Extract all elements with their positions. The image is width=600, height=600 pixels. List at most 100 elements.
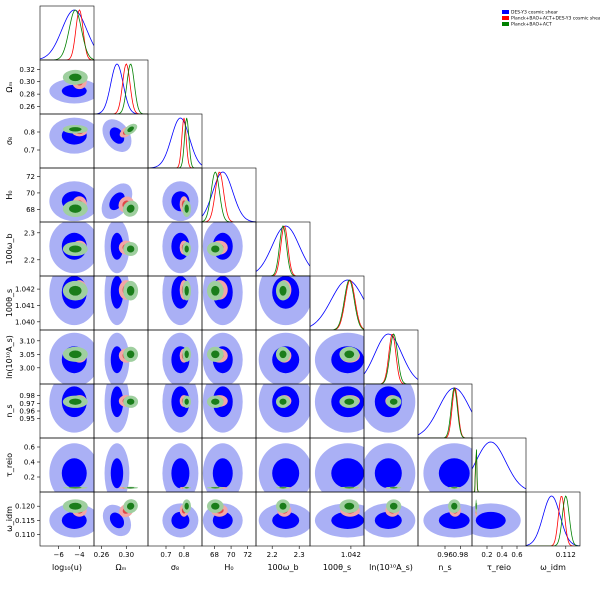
contour-68 xyxy=(272,511,300,529)
panel-omega_m-theta_s xyxy=(104,276,139,326)
marginal-curve xyxy=(418,387,472,436)
y-axis-label: 100θ_s xyxy=(5,289,14,317)
x-tick-label: −6 xyxy=(54,551,65,559)
y-tick-label: 0.115 xyxy=(15,517,35,525)
panel-omega_m-lnAs xyxy=(104,332,139,384)
legend-swatch xyxy=(502,22,509,26)
contour-68 xyxy=(279,285,287,296)
panel-theta_s-omega_idm xyxy=(314,499,364,538)
contour-68 xyxy=(69,245,82,253)
panel-sigma8-H0 xyxy=(162,181,199,222)
panel-omega_b-omega_idm xyxy=(258,499,310,538)
panel-frame xyxy=(147,113,203,169)
contour-68 xyxy=(184,245,189,253)
y-tick-label: 0.110 xyxy=(15,531,35,539)
marginal-curve xyxy=(40,9,94,60)
panel-logu-omega_b xyxy=(49,222,94,274)
y-tick-label: 0.120 xyxy=(15,503,35,511)
panel-omega_b-tau xyxy=(258,443,310,492)
x-tick-label: 2.3 xyxy=(294,551,305,559)
contour-68 xyxy=(389,502,398,510)
panel-sigma8-theta_s xyxy=(162,276,199,326)
panel-frame xyxy=(525,491,581,547)
panel-H0-ns xyxy=(202,384,243,433)
legend-swatch xyxy=(502,10,509,14)
contour-68 xyxy=(389,487,398,489)
x-tick-label: 0.8 xyxy=(178,551,189,559)
panel-ns-omega_idm xyxy=(423,499,472,538)
marginal-logu xyxy=(40,9,94,60)
contour-68 xyxy=(110,386,124,418)
x-axis-label: 100ω_b xyxy=(267,563,298,572)
y-tick-label: 0.95 xyxy=(19,415,35,423)
contour-68 xyxy=(184,398,189,405)
marginal-curve xyxy=(256,225,310,272)
panel-logu-H0 xyxy=(49,181,94,222)
x-axis-label: log₁₀(u) xyxy=(52,563,82,572)
y-tick-label: 2.3 xyxy=(24,229,35,237)
y-tick-label: 72 xyxy=(26,173,35,181)
x-tick-label: 0.7 xyxy=(160,551,171,559)
panel-logu-sigma8 xyxy=(49,117,94,154)
panel-H0-lnAs xyxy=(202,332,243,384)
legend-label: DES-Y3 cosmic shear xyxy=(511,10,558,16)
panel-lnAs-tau xyxy=(364,443,416,492)
x-axis-label: ω_idm xyxy=(540,563,566,572)
panel-lnAs-omega_idm xyxy=(364,499,416,538)
contour-68 xyxy=(110,276,124,309)
y-axis-label: σ₈ xyxy=(5,137,14,145)
contour-68 xyxy=(171,458,190,489)
y-tick-label: 0.4 xyxy=(24,459,36,467)
y-axis-label: ω_idm xyxy=(5,506,14,532)
marginal-curve xyxy=(418,387,472,438)
panel-sigma8-lnAs xyxy=(162,332,199,384)
x-tick-label: 0.96 xyxy=(437,551,453,559)
contour-68 xyxy=(475,511,506,529)
contour-68 xyxy=(211,398,220,405)
marginal-curve xyxy=(94,63,148,114)
y-tick-label: 1.042 xyxy=(15,286,35,294)
y-tick-label: 2.2 xyxy=(24,256,35,264)
panel-frame xyxy=(201,167,257,223)
contour-68 xyxy=(110,232,124,260)
y-tick-label: 0.28 xyxy=(19,91,35,99)
marginal-ns xyxy=(418,387,472,438)
contour-68 xyxy=(272,458,300,489)
contour-68 xyxy=(212,458,233,489)
contour-68 xyxy=(184,285,189,296)
y-axis-label: 100ω_b xyxy=(5,233,14,264)
marginal-curve xyxy=(202,171,256,222)
x-tick-label: 0.26 xyxy=(94,551,110,559)
x-tick-label: 0.112 xyxy=(556,551,576,559)
x-axis-label: ln(10¹⁰A_s) xyxy=(369,563,413,572)
marginal-omega_m xyxy=(94,63,148,114)
y-axis-label: ln(10¹⁰A_s) xyxy=(5,335,14,379)
panel-theta_s-lnAs xyxy=(314,332,364,384)
marginal-curve xyxy=(256,226,310,276)
marginal-curve xyxy=(526,495,580,546)
y-tick-label: 0.8 xyxy=(24,129,35,137)
contour-68 xyxy=(344,350,355,359)
y-tick-label: 3.05 xyxy=(19,351,35,359)
contour-68 xyxy=(211,285,220,296)
y-tick-label: 1.041 xyxy=(15,302,35,310)
panel-theta_s-tau xyxy=(314,443,364,492)
contour-68 xyxy=(211,245,220,253)
contour-68 xyxy=(344,487,355,489)
panel-omega_b-ns xyxy=(258,384,310,433)
y-tick-label: 1.040 xyxy=(15,318,35,326)
contour-68 xyxy=(184,487,189,489)
panel-frame xyxy=(39,5,95,61)
y-tick-label: 68 xyxy=(26,206,35,214)
marginal-curve xyxy=(364,333,418,380)
marginal-curve xyxy=(364,334,418,384)
panel-omega_b-theta_s xyxy=(258,276,310,326)
panel-frame xyxy=(417,383,473,439)
contour-68 xyxy=(69,204,82,213)
x-tick-label: 2.2 xyxy=(267,551,278,559)
marginal-curve xyxy=(202,171,256,222)
contour-68 xyxy=(475,502,477,510)
contour-68 xyxy=(438,458,470,489)
y-tick-label: 0.6 xyxy=(24,444,36,452)
panel-omega_m-H0 xyxy=(101,183,139,220)
